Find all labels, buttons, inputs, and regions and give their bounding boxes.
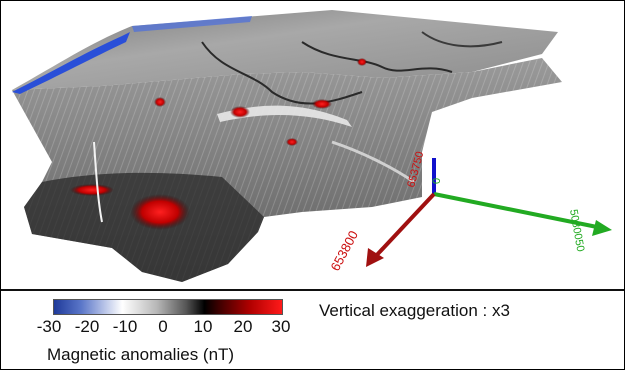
ridge-highlight (217, 105, 352, 127)
colorbar-tick: 30 (271, 317, 291, 336)
red-anomaly-small-1 (230, 106, 250, 118)
y-axis-arrow (433, 192, 603, 230)
red-anomaly-small-3 (154, 97, 166, 107)
red-anomaly-small-2 (312, 99, 332, 109)
colorbar-tick: -10 (112, 317, 138, 336)
colorbar-tick: -30 (36, 317, 62, 336)
red-anomaly-small-5 (286, 138, 298, 146)
survey-track-lines (12, 58, 562, 282)
blue-edge-anomaly (132, 16, 252, 32)
colorbar (53, 299, 283, 315)
seafloor-3d-render: 0 5080050 653750 653800 (12, 10, 612, 282)
channel-3 (421, 31, 503, 48)
red-anomaly-band (70, 184, 114, 196)
blue-negative-anomaly (12, 32, 130, 94)
x-axis-arrowhead (366, 248, 384, 267)
scarp-line (331, 140, 415, 184)
red-anomaly-small-4 (357, 58, 367, 66)
colorbar-tick: 10 (193, 317, 213, 336)
channel-1 (201, 41, 363, 105)
red-axis-label-bottom: 653800 (327, 228, 361, 273)
white-streak (93, 141, 103, 223)
colorbar-tick: 20 (233, 317, 253, 336)
red-anomaly-large (130, 194, 190, 230)
channel-2 (301, 41, 453, 73)
dark-anomaly-zone (24, 172, 264, 282)
y-axis-arrowhead (592, 220, 612, 236)
x-axis-arrow (372, 192, 436, 260)
colorbar-tick: 0 (158, 317, 168, 336)
colorbar-title: Magnetic anomalies (nT) (47, 345, 235, 364)
colorbar-tick: -20 (74, 317, 100, 336)
colorbar-ticks: -30 -20 -10 0 10 20 30 (31, 317, 301, 341)
vertical-exaggeration-label: Vertical exaggeration : x3 (319, 301, 510, 320)
green-axis-label-a: 0 (431, 178, 443, 184)
legend-divider (1, 289, 624, 291)
green-axis-label: 5080050 (567, 208, 586, 252)
